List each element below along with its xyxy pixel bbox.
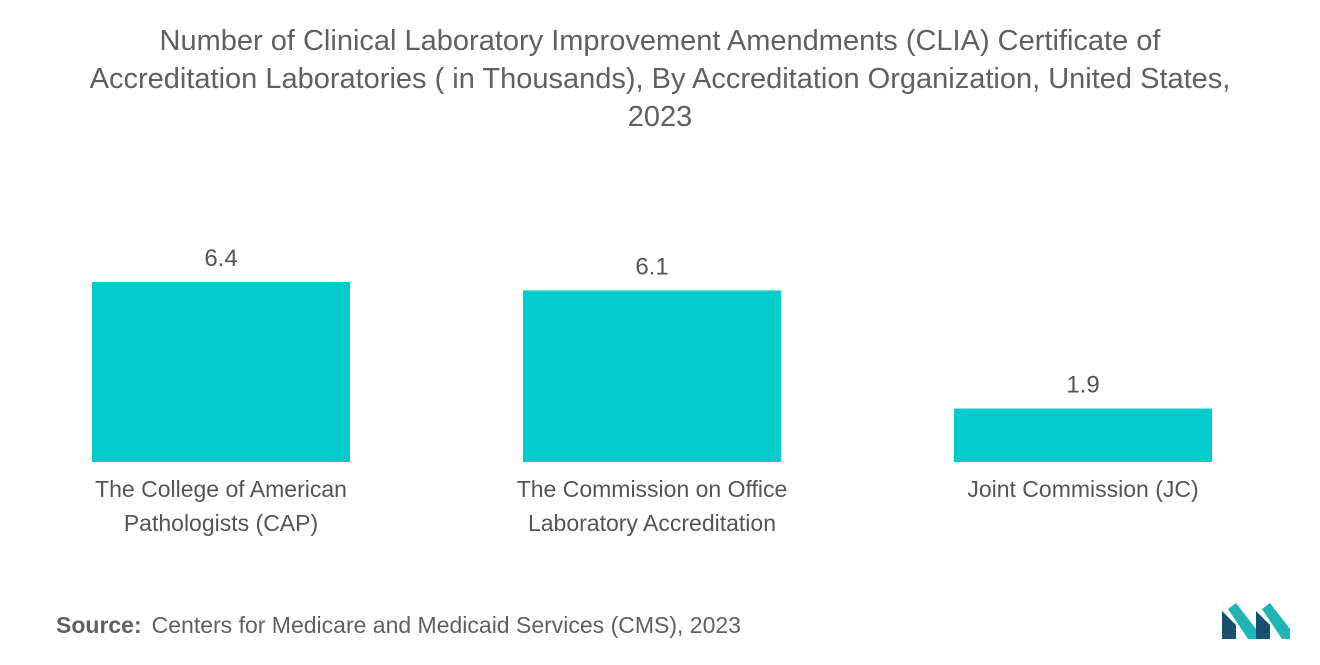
bar-1 [92, 282, 350, 462]
category-label-3-line-1: Joint Commission (JC) [967, 476, 1198, 502]
source-label: Source: [56, 612, 142, 638]
value-label-1: 6.4 [204, 245, 237, 272]
category-label-1-line-1: The College of American [95, 476, 347, 502]
category-label-2-line-1: The Commission on Office [517, 476, 788, 502]
value-label-3: 1.9 [1066, 372, 1099, 399]
value-label-2: 6.1 [635, 253, 668, 280]
chart-title-line-2: Accreditation Laboratories ( in Thousand… [89, 63, 1231, 95]
chart-title-line-3: 2023 [627, 101, 693, 133]
bar-2 [523, 290, 781, 462]
chart-title: Number of Clinical Laboratory Improvemen… [0, 22, 1320, 136]
source-text: Centers for Medicare and Medicaid Servic… [151, 612, 741, 638]
category-label-2-line-2: Laboratory Accreditation [528, 510, 776, 536]
category-label-1-line-2: Pathologists (CAP) [124, 510, 318, 536]
chart-title-line-1: Number of Clinical Laboratory Improvemen… [159, 25, 1161, 57]
bar-3 [954, 408, 1212, 462]
source-note: Source: Centers for Medicare and Medicaid… [56, 612, 741, 639]
brand-logo-icon [1222, 603, 1290, 639]
